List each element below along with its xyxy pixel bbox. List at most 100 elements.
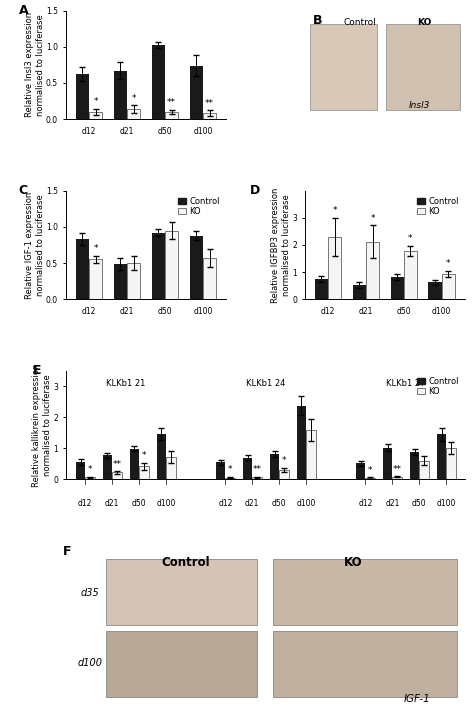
- Text: B: B: [313, 14, 323, 27]
- Bar: [127, 109, 140, 119]
- Bar: [76, 462, 85, 479]
- Bar: [404, 251, 417, 299]
- Bar: [306, 430, 316, 479]
- Bar: [273, 559, 456, 625]
- Text: IGF-1: IGF-1: [403, 693, 430, 703]
- Bar: [112, 473, 122, 479]
- Text: *: *: [282, 456, 286, 466]
- Bar: [130, 449, 139, 479]
- Text: KO: KO: [417, 19, 431, 27]
- Bar: [419, 461, 429, 479]
- Bar: [225, 478, 235, 479]
- Text: d35: d35: [81, 587, 100, 597]
- Text: F: F: [63, 545, 71, 558]
- Bar: [243, 458, 252, 479]
- Text: d100: d100: [437, 499, 456, 508]
- Text: **: **: [253, 465, 262, 473]
- Bar: [106, 631, 257, 697]
- Bar: [442, 274, 455, 299]
- Bar: [190, 66, 203, 119]
- Text: Insl3: Insl3: [409, 101, 430, 110]
- Bar: [315, 279, 328, 299]
- Bar: [76, 74, 89, 119]
- Bar: [89, 259, 102, 299]
- Text: KLKb1 27: KLKb1 27: [386, 379, 426, 387]
- Y-axis label: Relative IGF-1 expression
normalised to luciferase: Relative IGF-1 expression normalised to …: [25, 192, 45, 298]
- Bar: [410, 452, 419, 479]
- Text: d12: d12: [218, 499, 233, 508]
- Text: **: **: [167, 98, 176, 107]
- Text: KLKb1 21: KLKb1 21: [106, 379, 146, 387]
- Text: *: *: [142, 451, 146, 460]
- Bar: [392, 477, 402, 479]
- Text: *: *: [131, 93, 136, 103]
- Bar: [270, 454, 279, 479]
- Bar: [216, 462, 225, 479]
- Bar: [203, 113, 216, 119]
- Text: D: D: [249, 184, 260, 197]
- Y-axis label: Relative IGFBP3 expression
normalised to luciferase: Relative IGFBP3 expression normalised to…: [271, 187, 291, 303]
- Legend: Control, KO: Control, KO: [415, 375, 460, 398]
- Bar: [166, 457, 175, 479]
- Bar: [279, 470, 289, 479]
- Text: Control: Control: [344, 19, 376, 27]
- Bar: [365, 478, 375, 479]
- Bar: [106, 559, 257, 625]
- Text: *: *: [93, 244, 98, 253]
- Bar: [383, 448, 392, 479]
- Text: d50: d50: [272, 499, 287, 508]
- Text: C: C: [18, 184, 27, 197]
- Bar: [366, 242, 379, 299]
- Text: d12: d12: [78, 499, 92, 508]
- Text: *: *: [228, 466, 232, 474]
- Text: *: *: [370, 214, 375, 223]
- Bar: [356, 464, 365, 479]
- Bar: [76, 239, 89, 299]
- Bar: [297, 406, 306, 479]
- Bar: [127, 263, 140, 299]
- Text: A: A: [18, 4, 28, 17]
- Bar: [165, 231, 178, 299]
- Text: E: E: [33, 365, 41, 377]
- Bar: [310, 23, 377, 110]
- Bar: [190, 236, 203, 299]
- Bar: [386, 23, 460, 110]
- Bar: [152, 233, 165, 299]
- Text: d12: d12: [358, 499, 373, 508]
- Bar: [447, 448, 456, 479]
- Bar: [437, 434, 447, 479]
- Bar: [114, 70, 127, 119]
- Text: *: *: [446, 259, 451, 268]
- Bar: [428, 283, 442, 299]
- Text: *: *: [408, 234, 413, 243]
- Bar: [252, 477, 262, 479]
- Bar: [203, 258, 216, 299]
- Text: **: **: [205, 99, 214, 108]
- Bar: [114, 263, 127, 299]
- Bar: [353, 285, 366, 299]
- Y-axis label: Relative kallikrein expression
normalised to luciferase: Relative kallikrein expression normalise…: [32, 363, 52, 487]
- Y-axis label: Relative Insl3 expression
normalised to luciferase: Relative Insl3 expression normalised to …: [25, 12, 45, 117]
- Bar: [85, 477, 95, 479]
- Bar: [89, 112, 102, 119]
- Legend: Control, KO: Control, KO: [415, 195, 460, 218]
- Text: d21: d21: [385, 499, 400, 508]
- Text: d21: d21: [105, 499, 119, 508]
- Text: d50: d50: [132, 499, 146, 508]
- Text: d100: d100: [297, 499, 316, 508]
- Text: **: **: [392, 464, 401, 473]
- Text: *: *: [332, 206, 337, 215]
- Bar: [391, 277, 404, 299]
- Text: **: **: [112, 459, 121, 468]
- Bar: [139, 466, 148, 479]
- Text: KLKb1 24: KLKb1 24: [246, 379, 285, 387]
- Bar: [273, 631, 456, 697]
- Legend: Control, KO: Control, KO: [176, 195, 221, 218]
- Text: *: *: [93, 98, 98, 106]
- Text: Control: Control: [162, 556, 210, 569]
- Bar: [152, 46, 165, 119]
- Text: d100: d100: [78, 659, 103, 669]
- Text: KO: KO: [344, 556, 362, 569]
- Bar: [103, 455, 112, 479]
- Bar: [156, 434, 166, 479]
